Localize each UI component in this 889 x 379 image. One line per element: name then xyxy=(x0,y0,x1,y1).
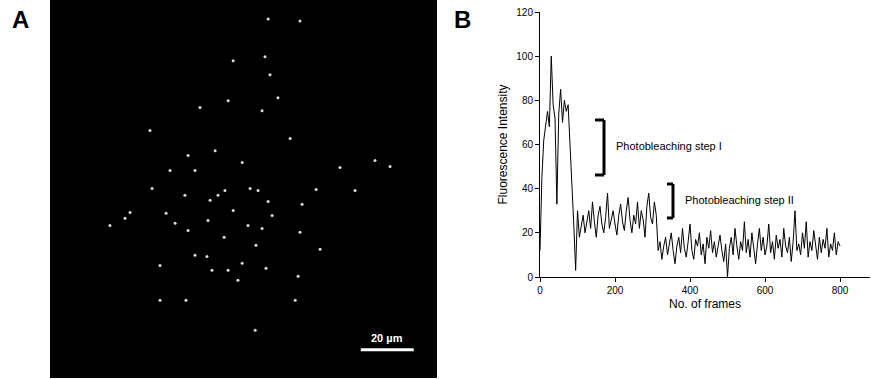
svg-text:20: 20 xyxy=(522,227,534,238)
svg-text:0: 0 xyxy=(527,272,533,283)
svg-text:800: 800 xyxy=(832,285,849,296)
svg-text:Photobleaching step II: Photobleaching step II xyxy=(685,194,794,206)
svg-text:200: 200 xyxy=(607,285,624,296)
svg-text:120: 120 xyxy=(516,7,533,18)
svg-text:A: A xyxy=(12,6,29,33)
svg-text:Fluorescence Intensity: Fluorescence Intensity xyxy=(496,84,510,204)
svg-text:B: B xyxy=(454,6,471,33)
svg-text:80: 80 xyxy=(522,95,534,106)
svg-text:60: 60 xyxy=(522,139,534,150)
svg-text:0: 0 xyxy=(537,285,543,296)
svg-text:Photobleaching step I: Photobleaching step I xyxy=(616,140,722,152)
svg-text:100: 100 xyxy=(516,51,533,62)
svg-text:600: 600 xyxy=(757,285,774,296)
svg-text:20 µm: 20 µm xyxy=(371,332,403,344)
svg-text:400: 400 xyxy=(682,285,699,296)
svg-text:40: 40 xyxy=(522,183,534,194)
svg-text:No. of frames: No. of frames xyxy=(669,297,741,311)
